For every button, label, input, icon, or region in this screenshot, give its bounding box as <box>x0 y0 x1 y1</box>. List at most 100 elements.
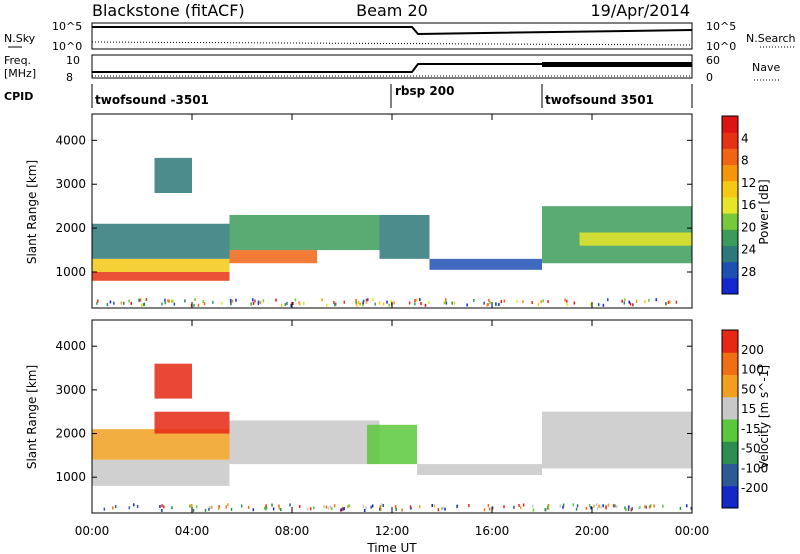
speckle <box>278 506 281 510</box>
speckle <box>313 506 315 510</box>
speckle <box>225 505 227 509</box>
colorbar-swatch <box>722 441 738 464</box>
x-tick-label: 16:00 <box>475 524 510 538</box>
colorbar-swatch <box>722 352 738 375</box>
speckle <box>272 507 275 511</box>
power-y-ticks: 1000 2000 3000 4000 <box>55 133 692 279</box>
speckle <box>415 298 418 302</box>
speckle <box>290 303 292 307</box>
y-tick-label: 2000 <box>55 221 86 235</box>
speckle <box>428 301 430 305</box>
colorbar-swatch <box>722 213 738 230</box>
cpid-segment-3: twofsound 3501 <box>545 93 654 107</box>
speckle <box>685 504 688 508</box>
data-band-8 <box>579 232 692 246</box>
speckle <box>537 303 540 307</box>
speckle <box>109 300 112 304</box>
speckle <box>522 503 525 507</box>
speckle <box>171 299 173 303</box>
speckle <box>192 508 195 512</box>
speckle <box>597 303 600 307</box>
speckle <box>605 506 607 510</box>
colorbar-frame <box>721 115 739 295</box>
speckle <box>339 508 342 512</box>
speckle <box>365 506 367 510</box>
speckle <box>382 302 385 306</box>
speckle <box>211 505 213 509</box>
data-band-2 <box>154 411 230 434</box>
colorbar-frame <box>721 329 739 509</box>
speckle <box>284 303 287 307</box>
speckle <box>230 507 233 511</box>
speckle <box>650 504 652 508</box>
colorbar-tick-label: -15 <box>741 422 761 436</box>
speckle <box>487 303 489 307</box>
speckle <box>513 505 515 509</box>
speckle <box>197 303 200 307</box>
speckle <box>624 298 626 302</box>
speckle <box>164 301 166 305</box>
speckle <box>365 298 368 302</box>
speckle <box>164 298 166 302</box>
speckle <box>562 503 565 507</box>
speckle <box>141 303 144 307</box>
speckle <box>168 299 170 303</box>
speckle <box>355 301 358 305</box>
speckle <box>424 303 427 307</box>
speckle <box>573 301 576 305</box>
speckle <box>161 302 163 306</box>
freq-tick-right-bottom: 0 <box>706 71 713 84</box>
cpid-segment-2: rbsp 200 <box>395 84 454 98</box>
speckle <box>645 505 647 509</box>
speckle <box>596 506 599 510</box>
speckle <box>252 301 255 305</box>
speckle <box>252 298 254 302</box>
speckle <box>171 506 173 510</box>
speckle <box>456 505 458 509</box>
noise-sky-line <box>92 26 693 36</box>
speckle <box>354 301 357 305</box>
speckle <box>265 504 267 508</box>
x-tick-label: 00:00 <box>675 524 710 538</box>
velocity-panel: Slant Range [km] 1000 2000 3000 4000 <box>25 319 693 514</box>
colorbar-swatch <box>722 245 738 263</box>
speckle <box>114 505 117 509</box>
speckle <box>191 504 193 508</box>
speckle <box>372 298 374 302</box>
velocity-colorbar: 200 100 50 15 -15 -50 -100 -200 <box>721 329 768 509</box>
speckle <box>414 299 416 303</box>
speckle <box>487 504 490 508</box>
speckle <box>394 505 397 509</box>
speckle <box>662 504 664 508</box>
freq-tick-right-top: 60 <box>706 54 720 67</box>
speckle <box>607 503 610 507</box>
title-left: Blackstone (fitACF) <box>92 1 245 20</box>
speckle <box>250 302 252 306</box>
freq-tick-left-bottom: 8 <box>66 71 73 84</box>
speckle <box>262 299 265 303</box>
data-band-7 <box>154 363 192 399</box>
speckle <box>133 503 135 507</box>
speckle <box>468 503 470 507</box>
speckle <box>202 300 204 304</box>
speckle <box>607 298 609 302</box>
speckle <box>229 300 232 304</box>
speckle <box>522 300 524 304</box>
speckle <box>443 301 445 305</box>
speckle <box>113 301 115 305</box>
speckle <box>321 298 323 302</box>
power-data <box>92 157 692 307</box>
speckle <box>547 505 549 509</box>
speckle <box>128 299 130 303</box>
speckle <box>643 505 646 509</box>
speckle <box>294 298 297 302</box>
speckle <box>488 507 491 511</box>
data-band-4 <box>229 214 380 251</box>
speckle <box>616 505 618 509</box>
speckle <box>420 302 422 306</box>
nave-band <box>542 62 692 67</box>
colorbar-swatch <box>722 463 738 487</box>
y-tick-label: 1000 <box>55 470 86 484</box>
speckle <box>409 505 412 509</box>
speckle <box>648 505 651 509</box>
